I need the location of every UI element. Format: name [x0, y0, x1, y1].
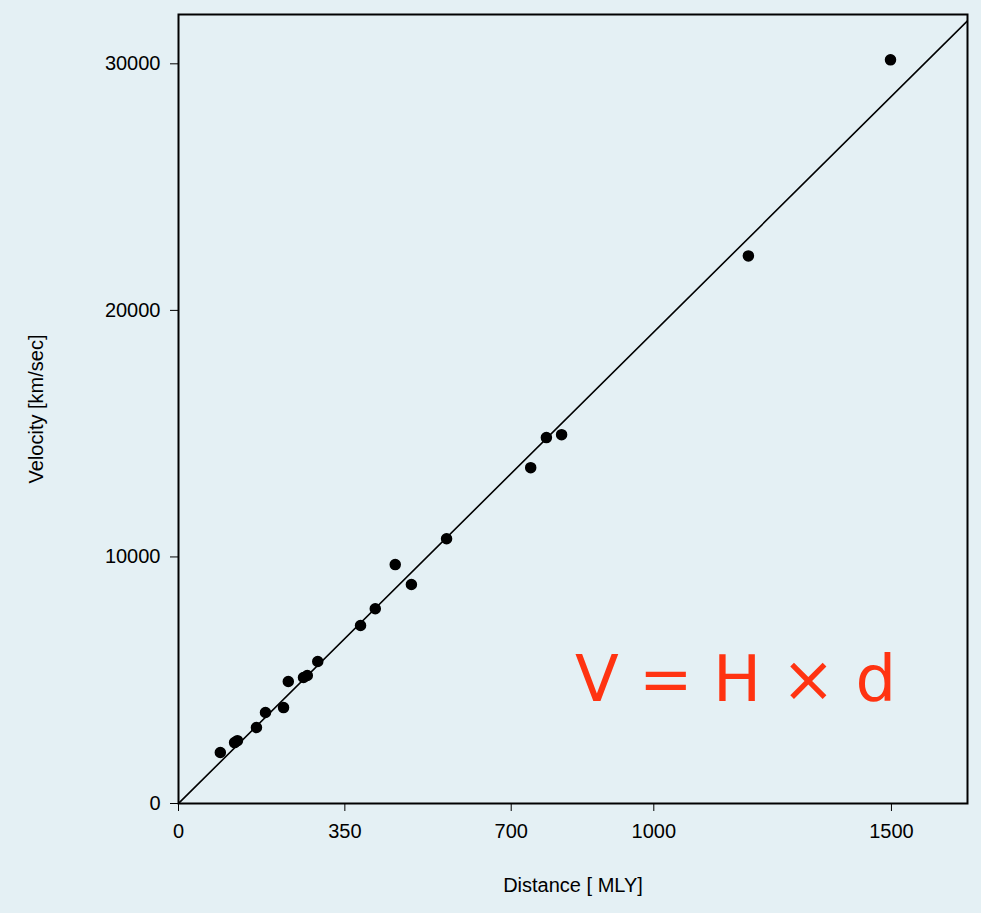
svg-text:1500: 1500: [869, 820, 914, 842]
svg-text:0: 0: [149, 792, 160, 814]
svg-text:V = H × d: V = H × d: [575, 642, 896, 716]
svg-text:30000: 30000: [105, 52, 161, 74]
svg-text:1000: 1000: [632, 820, 677, 842]
svg-text:Distance [ MLY]: Distance [ MLY]: [503, 874, 643, 896]
svg-text:10000: 10000: [105, 545, 161, 567]
svg-text:0: 0: [173, 820, 184, 842]
svg-text:700: 700: [495, 820, 528, 842]
svg-text:350: 350: [328, 820, 361, 842]
svg-text:Velocity [km/sec]: Velocity [km/sec]: [25, 335, 47, 484]
svg-text:20000: 20000: [105, 299, 161, 321]
